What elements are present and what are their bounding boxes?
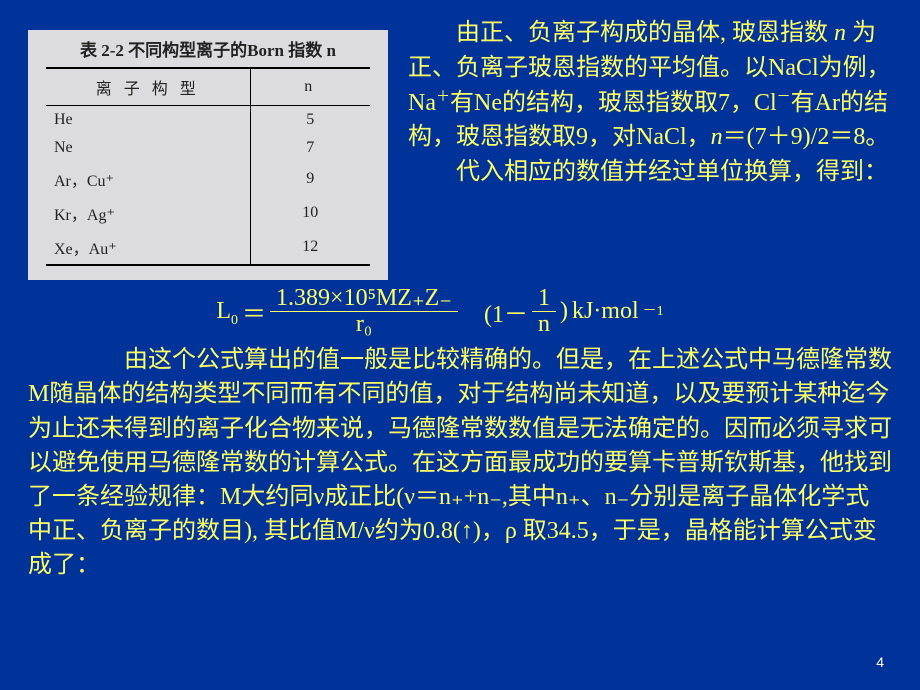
- paren-left: (1－: [484, 294, 528, 329]
- cell-n: 5: [250, 106, 370, 135]
- table-row: Ar，Cu⁺ 9: [46, 162, 370, 196]
- table-body: 离 子 构 型 n He 5 Ne 7 Ar，Cu⁺ 9 Kr，Ag⁺ 10: [46, 67, 370, 266]
- body-p: 由这个公式算出的值一般是比较精确的。但是，在上述公式中马德隆常数M随晶体的结构类…: [28, 343, 892, 582]
- table-caption: 表 2-2 不同构型离子的Born 指数 n: [28, 30, 388, 67]
- table-row: Ne 7: [46, 134, 370, 162]
- cell-n: 12: [250, 230, 370, 265]
- cell-type: Xe，Au⁺: [46, 230, 250, 265]
- equals: ＝: [242, 294, 266, 329]
- cell-type: He: [46, 106, 250, 135]
- unit: kJ·mol: [572, 298, 639, 325]
- cell-type: Ar，Cu⁺: [46, 162, 250, 196]
- frac-num: 1.389×10⁵MZ₊Z₋: [270, 286, 458, 312]
- p1-segment: ＝(7＋9)/2＝8。: [723, 124, 890, 150]
- slide-root: 表 2-2 不同构型离子的Born 指数 n 离 子 构 型 n He 5 Ne…: [0, 0, 920, 690]
- sup-minus: －: [777, 90, 791, 105]
- cell-n: 7: [250, 134, 370, 162]
- frac2-den: n: [532, 312, 556, 337]
- p1-n2: n: [711, 124, 723, 150]
- paren-right: ): [560, 298, 568, 325]
- frac-den: r₀: [350, 312, 378, 337]
- p2: 代入相应的数值并经过单位换算，得到：: [408, 159, 888, 185]
- lhs-sub: 0: [231, 313, 238, 328]
- lhs: L0: [216, 298, 238, 325]
- table-row: He 5: [46, 106, 370, 135]
- page-number: 4: [876, 654, 884, 670]
- th-ion-type: 离 子 构 型: [46, 68, 250, 106]
- fraction-1n: 1 n: [532, 286, 556, 337]
- table-row: Kr，Ag⁺ 10: [46, 196, 370, 230]
- table-row: Xe，Au⁺ 12: [46, 230, 370, 265]
- cell-type: Ne: [46, 134, 250, 162]
- p1-segment: 由正、负离子构成的晶体, 玻恩指数: [408, 20, 834, 46]
- p1-n: n: [834, 20, 846, 46]
- fraction-main: 1.389×10⁵MZ₊Z₋ r₀: [270, 286, 458, 337]
- right-paragraphs: 由正、负离子构成的晶体, 玻恩指数 n 为正、负离子玻恩指数的平均值。以NaCl…: [408, 12, 892, 280]
- body-paragraph: 由这个公式算出的值一般是比较精确的。但是，在上述公式中马德隆常数M随晶体的结构类…: [28, 343, 892, 582]
- cell-type: Kr，Ag⁺: [46, 196, 250, 230]
- top-row: 表 2-2 不同构型离子的Born 指数 n 离 子 构 型 n He 5 Ne…: [28, 12, 892, 280]
- lhs-sym: L: [216, 298, 231, 324]
- born-index-table: 表 2-2 不同构型离子的Born 指数 n 离 子 构 型 n He 5 Ne…: [28, 30, 388, 280]
- sup-plus: ＋: [436, 90, 450, 105]
- p1-segment: 有Ne的结构，玻恩指数取7，Cl: [450, 90, 777, 116]
- th-n: n: [250, 68, 370, 106]
- cell-n: 9: [250, 162, 370, 196]
- cell-n: 10: [250, 196, 370, 230]
- lattice-energy-formula: L0 ＝ 1.389×10⁵MZ₊Z₋ r₀ (1－ 1 n ) kJ·mol－…: [0, 286, 892, 337]
- frac2-num: 1: [532, 286, 556, 312]
